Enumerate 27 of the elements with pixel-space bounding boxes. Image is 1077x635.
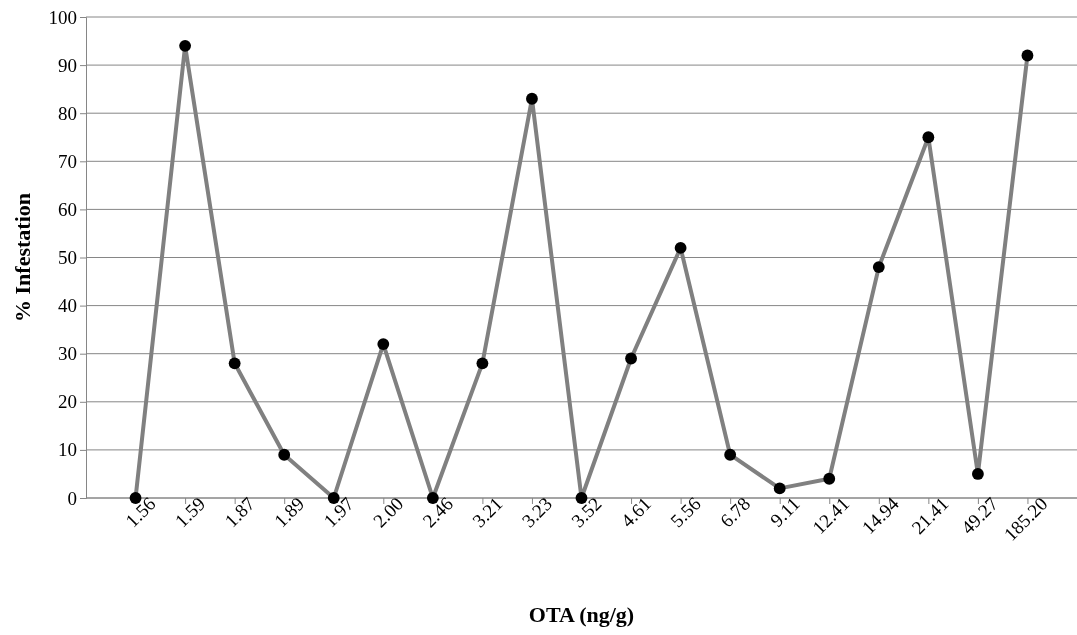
- x-tick-label: 1.97: [319, 493, 358, 532]
- y-tick-label: 0: [67, 487, 77, 509]
- y-tick-label: 40: [58, 295, 77, 317]
- x-axis-title: OTA (ng/g): [528, 602, 635, 627]
- y-tick-label: 90: [58, 54, 77, 76]
- x-tick-label: 4.61: [616, 493, 656, 532]
- y-tick-label: 10: [58, 439, 77, 461]
- y-tick-label: 100: [48, 6, 77, 28]
- x-tick-label: 9.11: [765, 493, 804, 531]
- x-tick-label: 1.87: [220, 493, 259, 532]
- y-tick-label: 20: [58, 391, 77, 413]
- y-tick-label: 80: [58, 102, 77, 124]
- x-tick-label: 6.78: [715, 493, 755, 532]
- x-tick-label: 5.56: [666, 493, 705, 532]
- y-tick-label: 70: [58, 150, 77, 172]
- x-tick-label: 2.00: [369, 493, 408, 532]
- y-axis-title: % Infestation: [10, 193, 35, 322]
- x-tick-label: 1.59: [170, 493, 210, 532]
- y-tick-label: 30: [58, 343, 77, 365]
- x-tick-label: 2.46: [418, 493, 457, 532]
- x-tick-label: 1.89: [269, 493, 309, 532]
- x-tick-label: 3.23: [517, 493, 557, 532]
- x-tick-label: 3.21: [468, 493, 507, 532]
- y-tick-label: 60: [58, 198, 77, 220]
- x-tick-label: 3.52: [567, 493, 606, 532]
- x-tick-label: 1.56: [121, 493, 160, 532]
- y-tick-label: 50: [58, 247, 77, 269]
